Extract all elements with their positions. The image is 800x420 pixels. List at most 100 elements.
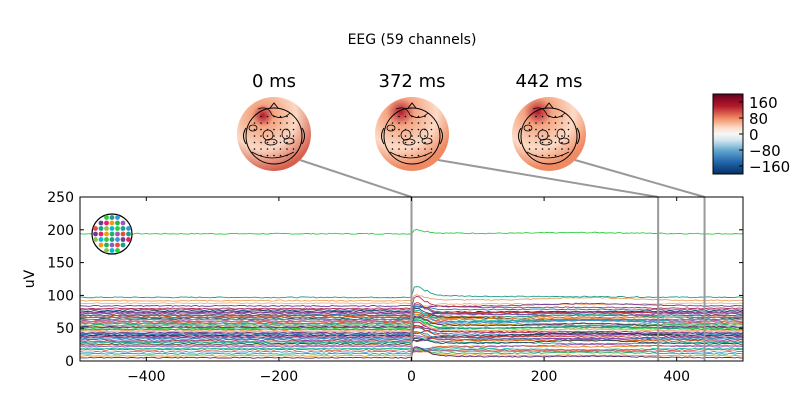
sensor-dot	[535, 122, 537, 124]
inset-sensor-dot	[115, 248, 120, 253]
sensor-dot	[279, 115, 282, 118]
sensor-dot	[286, 141, 288, 144]
sensor-dot	[391, 122, 394, 124]
sensor-dot	[528, 122, 531, 124]
figure-title: EEG (59 channels)	[348, 32, 477, 48]
sensor-dot	[430, 122, 433, 124]
sensor-dot	[528, 141, 531, 144]
topomap-row	[237, 97, 586, 171]
x-tick-label: −200	[260, 369, 298, 385]
sensor-dot	[554, 135, 557, 137]
inset-sensor-dot	[109, 237, 115, 242]
inset-sensor-dot	[126, 231, 131, 237]
sensor-dot	[404, 128, 407, 131]
inset-sensor-dot	[104, 242, 109, 248]
inset-sensor-dot	[98, 226, 104, 231]
y-tick-label: 100	[47, 288, 74, 304]
sensor-dot	[548, 154, 550, 157]
colorbar-tick-label: 80	[749, 110, 768, 128]
sensor-dot	[424, 115, 426, 118]
sensor-dot	[292, 141, 295, 144]
sensor-dot	[398, 122, 400, 124]
nose-icon	[269, 102, 279, 109]
inset-sensor-dot	[115, 237, 120, 242]
inset-sensor-dot	[109, 226, 115, 231]
sensor-dot	[286, 154, 288, 157]
inset-sensor-dot	[93, 231, 98, 237]
inset-sensor-dot	[104, 231, 109, 237]
sensor-dot	[391, 128, 394, 131]
ear-icon	[381, 127, 385, 145]
y-axis: 0 50 100 150 200 250	[47, 190, 743, 370]
sensor-dot	[398, 154, 400, 157]
contour-line	[251, 151, 295, 159]
x-axis: −400 −200 0 200 400	[127, 197, 690, 385]
sensor-dot	[279, 122, 282, 124]
inset-sensor-dot	[120, 231, 126, 237]
topomap-title-2: 372 ms	[379, 71, 446, 92]
sensor-dot	[286, 135, 288, 137]
sensor-dot	[554, 154, 557, 157]
sensor-dot	[528, 148, 531, 150]
sensor-dot	[535, 154, 537, 157]
sensor-dot	[535, 115, 537, 118]
inset-sensor-dot	[98, 237, 104, 242]
inset-sensor-dot	[109, 215, 115, 220]
colorbar-tick-label: 0	[749, 126, 759, 144]
sensor-dot	[561, 122, 563, 124]
sensor-dot	[417, 141, 420, 144]
inset-sensor-dot	[109, 220, 115, 226]
sensor-dot	[398, 135, 400, 137]
sensor-dot	[554, 141, 557, 144]
sensor-dot	[424, 128, 426, 131]
inset-sensor-dot	[126, 226, 131, 231]
sensor-dot	[554, 122, 557, 124]
topomap	[512, 97, 586, 171]
contour-line	[264, 138, 278, 146]
sensor-dot	[273, 141, 275, 144]
sensor-dot	[424, 148, 426, 150]
inset-sensor-dot	[120, 242, 126, 248]
contour-line	[248, 124, 258, 132]
sensor-dot	[404, 141, 407, 144]
sensor-dot	[260, 154, 262, 157]
nose-icon	[407, 102, 417, 109]
sensor-dot	[541, 135, 544, 137]
sensor-dot	[391, 148, 394, 150]
sensor-dot	[398, 141, 400, 144]
sensor-dot	[417, 154, 420, 157]
colorbar	[712, 93, 744, 175]
sensor-dot	[404, 135, 407, 137]
inset-sensor-dot	[104, 237, 109, 242]
head-outline	[383, 107, 441, 165]
contour-line	[281, 128, 291, 140]
contour-line	[556, 128, 566, 140]
sensor-dot	[567, 148, 570, 150]
y-tick-label: 200	[47, 223, 74, 239]
sensor-dot	[273, 154, 275, 157]
ear-icon	[576, 127, 580, 145]
sensor-dot	[548, 141, 550, 144]
inset-sensor-dot	[115, 242, 120, 248]
sensor-dot	[286, 115, 288, 118]
inset-sensor-dot	[98, 242, 104, 248]
contour-line	[558, 137, 570, 145]
sensor-dot	[411, 141, 413, 144]
sensor-dot	[535, 148, 537, 150]
contour-line	[526, 151, 570, 159]
sensor-dot	[411, 122, 413, 124]
sensor-dot	[266, 135, 269, 137]
sensor-dot	[417, 148, 420, 150]
sensor-dot	[273, 122, 275, 124]
sensor-dot	[535, 128, 537, 131]
inset-sensor-dot	[104, 248, 109, 253]
sensor-dot	[286, 128, 288, 131]
sensor-dot	[548, 122, 550, 124]
sensor-dot	[286, 148, 288, 150]
sensor-dot	[260, 135, 262, 137]
nose-icon	[544, 102, 554, 109]
sensor-dot	[541, 128, 544, 131]
sensor-dot	[424, 141, 426, 144]
inset-sensor-dot	[115, 215, 120, 220]
contour-line	[421, 137, 433, 145]
